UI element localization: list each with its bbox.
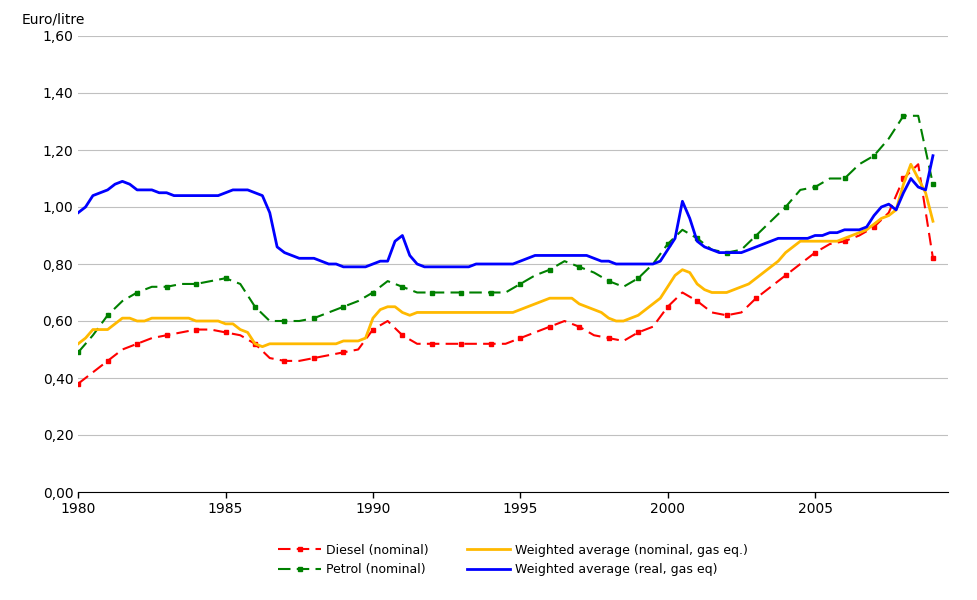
Legend: Diesel (nominal), Petrol (nominal), Weighted average (nominal, gas eq.), Weighte: Diesel (nominal), Petrol (nominal), Weig… xyxy=(277,544,748,576)
Text: Euro/litre: Euro/litre xyxy=(21,13,85,27)
